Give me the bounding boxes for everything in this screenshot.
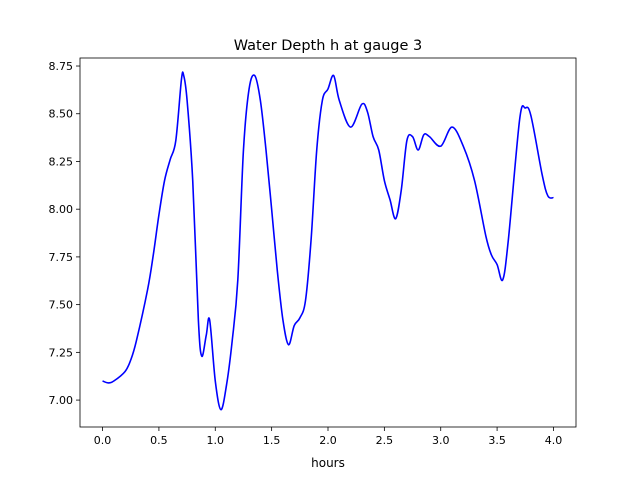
x-tick-label: 1.0 xyxy=(207,434,225,447)
y-tick-label: 8.50 xyxy=(49,108,74,121)
y-tick-label: 7.25 xyxy=(49,346,74,359)
y-tick-label: 7.00 xyxy=(49,394,74,407)
x-tick-label: 3.5 xyxy=(488,434,506,447)
x-axis-label: hours xyxy=(311,456,345,470)
series-line-h xyxy=(102,71,554,411)
y-tick-label: 8.75 xyxy=(49,60,74,73)
x-tick-label: 0.0 xyxy=(94,434,112,447)
plot-frame xyxy=(79,57,577,428)
y-tick-label: 8.00 xyxy=(49,203,74,216)
x-tick-label: 0.5 xyxy=(150,434,168,447)
x-tick-label: 2.0 xyxy=(319,434,337,447)
y-axis: 7.00 7.25 7.50 7.75 8.00 8.25 8.50 8.75 xyxy=(49,60,80,407)
y-tick-label: 8.25 xyxy=(49,155,74,168)
x-tick-label: 2.5 xyxy=(376,434,394,447)
y-tick-label: 7.75 xyxy=(49,251,74,264)
y-tick-label: 7.50 xyxy=(49,299,74,312)
x-tick-label: 1.5 xyxy=(263,434,281,447)
x-tick-label: 4.0 xyxy=(545,434,563,447)
chart-title: Water Depth h at gauge 3 xyxy=(234,38,422,54)
x-tick-label: 3.0 xyxy=(432,434,450,447)
x-axis: 0.0 0.5 1.0 1.5 2.0 2.5 3.0 3.5 4.0 xyxy=(94,427,562,447)
